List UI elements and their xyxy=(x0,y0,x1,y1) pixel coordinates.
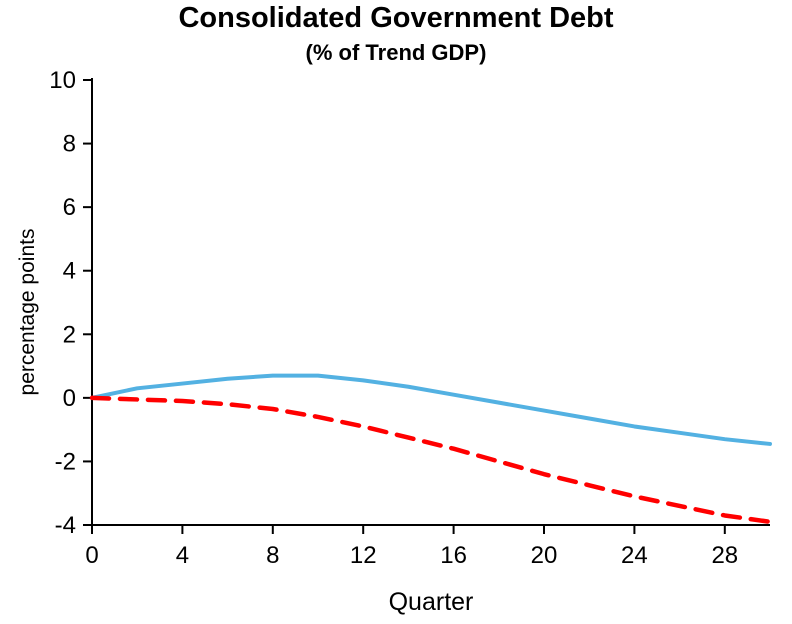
y-tick-label: 10 xyxy=(49,67,76,94)
y-tick-label: 2 xyxy=(63,321,76,348)
x-axis-label: Quarter xyxy=(388,588,474,616)
x-tick-label: 16 xyxy=(440,542,467,569)
y-tick-label: 8 xyxy=(63,131,76,158)
x-tick-label: 4 xyxy=(176,542,189,569)
series-alternative-dashed xyxy=(89,395,773,525)
x-tick-label: 0 xyxy=(85,542,98,569)
chart-subtitle: (% of Trend GDP) xyxy=(305,40,487,65)
x-tick-label: 24 xyxy=(621,542,648,569)
series-baseline-solid xyxy=(90,373,772,446)
x-tick-label: 28 xyxy=(711,542,738,569)
chart-title: Consolidated Government Debt xyxy=(178,2,614,34)
y-tick-label: 4 xyxy=(63,258,76,285)
y-tick-label: -2 xyxy=(55,448,76,475)
y-tick-label: 6 xyxy=(63,194,76,221)
y-tick-label: -4 xyxy=(55,512,76,539)
x-tick-label: 20 xyxy=(531,542,558,569)
x-tick-label: 12 xyxy=(350,542,377,569)
y-tick-label: 0 xyxy=(63,385,76,412)
x-tick-label: 8 xyxy=(266,542,279,569)
